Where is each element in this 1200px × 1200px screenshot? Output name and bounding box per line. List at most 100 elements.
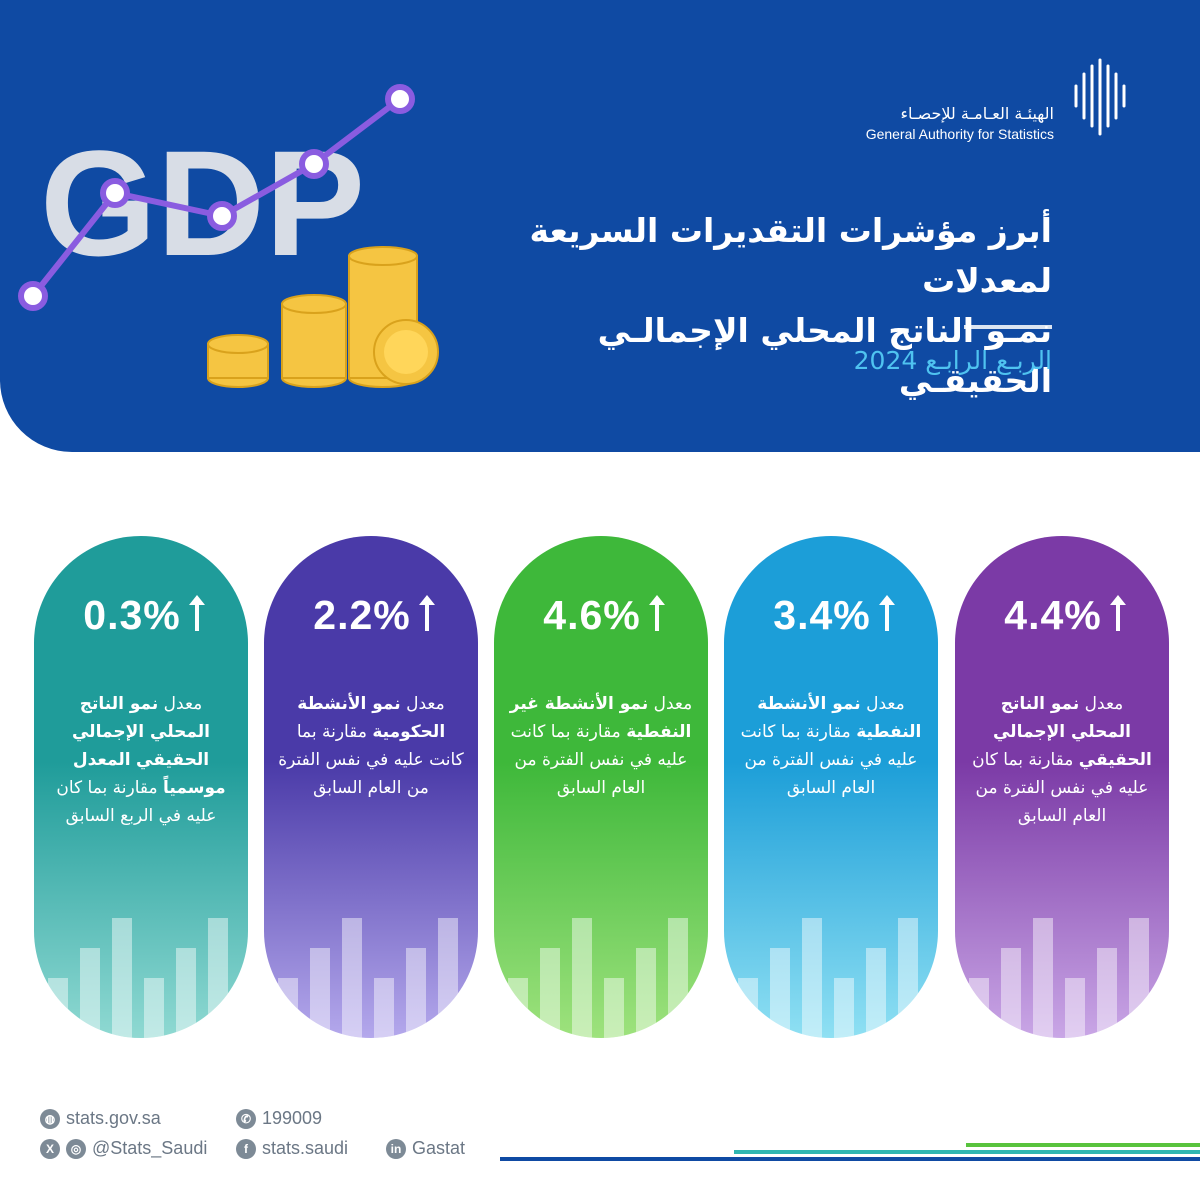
title-line-2: نمـو الناتج المحلي الإجمالـي الحقيقـي — [597, 311, 1052, 400]
illustration-shape — [310, 948, 330, 1038]
indicator-description: معدل نمو الأنشطة غير النفطية مقارنة بما … — [508, 690, 694, 802]
desc-bold-1: نمو الناتج المحلي الإجمالي الحقيقي — [71, 694, 211, 770]
card-illustration — [738, 918, 918, 1038]
arrow-up-icon — [418, 595, 435, 631]
growth-value-text: 4.6% — [543, 592, 641, 638]
illustration-shape — [1033, 918, 1053, 1038]
card-illustration — [278, 918, 458, 1038]
illustration-shape — [1097, 948, 1117, 1038]
card-illustration — [508, 918, 688, 1038]
illustration-shape — [406, 948, 426, 1038]
growth-value: 0.3% — [34, 592, 248, 639]
gdp-growth-illustration: GDP — [18, 84, 439, 388]
illustration-shape — [866, 948, 886, 1038]
desc-bold-1: نمو الناتج المحلي الإجمالي الحقيقي — [992, 694, 1152, 770]
desc-bold-1: نمو الأنشطة النفطية — [757, 694, 922, 742]
social-handle-link[interactable]: X ◎ @Stats_Saudi — [40, 1138, 207, 1159]
phone-text: 199009 — [262, 1108, 323, 1128]
decorative-bar-blue — [500, 1157, 1200, 1161]
decorative-bar-green — [966, 1143, 1200, 1147]
illustration-shape — [969, 978, 989, 1038]
illustration-shape — [80, 948, 100, 1038]
desc-plain-1: معدل — [866, 694, 905, 714]
growth-value: 2.2% — [264, 592, 478, 639]
illustration-shape — [738, 978, 758, 1038]
facebook-text: stats.saudi — [262, 1138, 349, 1158]
indicator-card-4: 2.2% معدل نمو الأنشطة الحكومية مقارنة بم… — [264, 536, 478, 1038]
illustration-shape — [1129, 918, 1149, 1038]
growth-value-text: 0.3% — [83, 592, 181, 638]
indicator-description: معدل نمو الناتج المحلي الإجمالي الحقيقي … — [48, 690, 234, 830]
x-icon: X — [40, 1138, 60, 1159]
gastat-logo-icon — [1074, 58, 1126, 136]
growth-value: 4.4% — [955, 592, 1169, 639]
illustration-shape — [438, 918, 458, 1038]
org-name-english: General Authority for Statistics — [865, 126, 1054, 142]
title-divider — [964, 325, 1052, 329]
growth-value-text: 2.2% — [313, 592, 411, 638]
illustration-shape — [770, 948, 790, 1038]
illustration-shape — [374, 978, 394, 1038]
desc-plain-2: مقارنة بما كان عليه في نفس الفترة من الع… — [972, 750, 1149, 826]
illustration-shape — [1065, 978, 1085, 1038]
period-label: الربـع الرابـع 2024 — [853, 346, 1052, 375]
gdp-art-text: GDP — [40, 119, 365, 287]
illustration-shape — [48, 978, 68, 1038]
desc-bold-2: المعدل موسمياً — [72, 750, 226, 798]
website-link[interactable]: ◍ stats.gov.sa — [40, 1108, 161, 1129]
desc-plain-1: معدل — [1084, 694, 1124, 714]
illustration-shape — [636, 948, 656, 1038]
phone-link[interactable]: ✆ 199009 — [236, 1108, 322, 1129]
facebook-link[interactable]: f stats.saudi — [236, 1138, 348, 1159]
org-name-arabic: الهيئـة العـامـة للإحصـاء — [900, 104, 1055, 123]
indicator-description: معدل نمو الناتج المحلي الإجمالي الحقيقي … — [969, 690, 1155, 830]
growth-value: 4.6% — [494, 592, 708, 639]
illustration-shape — [834, 978, 854, 1038]
arrow-up-icon — [878, 595, 895, 631]
desc-bold-1: نمو الأنشطة غير النفطية — [509, 694, 692, 742]
title-line-1: أبرز مؤشرات التقديرات السريعة لمعدلات — [529, 211, 1053, 300]
card-illustration — [969, 918, 1149, 1038]
illustration-shape — [144, 978, 164, 1038]
illustration-shape — [540, 948, 560, 1038]
illustration-shape — [1001, 948, 1021, 1038]
globe-icon: ◍ — [40, 1108, 60, 1129]
card-illustration — [48, 918, 228, 1038]
linkedin-link[interactable]: in Gastat — [386, 1138, 465, 1159]
desc-plain-2: مقارنة بما كانت عليه في نفس الفترة من ال… — [510, 722, 688, 798]
page-title: أبرز مؤشرات التقديرات السريعة لمعدلات نم… — [452, 206, 1053, 406]
illustration-shape — [278, 978, 298, 1038]
growth-value-text: 4.4% — [1004, 592, 1102, 638]
illustration-shape — [898, 918, 918, 1038]
desc-plain-2: مقارنة بما كانت عليه في نفس الفترة من ال… — [278, 722, 464, 798]
arrow-up-icon — [1109, 595, 1126, 631]
illustration-shape — [604, 978, 624, 1038]
facebook-icon: f — [236, 1138, 256, 1159]
illustration-shape — [572, 918, 592, 1038]
illustration-shape — [508, 978, 528, 1038]
indicator-description: معدل نمو الأنشطة الحكومية مقارنة بما كان… — [278, 690, 464, 802]
linkedin-text: Gastat — [412, 1138, 466, 1158]
indicator-card-3: 4.6% معدل نمو الأنشطة غير النفطية مقارنة… — [494, 536, 708, 1038]
website-text: stats.gov.sa — [66, 1108, 161, 1128]
indicator-card-1: 4.4% معدل نمو الناتج المحلي الإجمالي الح… — [955, 536, 1169, 1038]
growth-value: 3.4% — [724, 592, 938, 639]
illustration-shape — [668, 918, 688, 1038]
illustration-shape — [176, 948, 196, 1038]
linkedin-icon: in — [386, 1138, 406, 1159]
indicator-card-5: 0.3% معدل نمو الناتج المحلي الإجمالي الح… — [34, 536, 248, 1038]
illustration-shape — [802, 918, 822, 1038]
desc-plain-1: معدل — [406, 694, 445, 714]
desc-plain-2: مقارنة بما كانت عليه في نفس الفترة من ال… — [740, 722, 918, 798]
illustration-shape — [208, 918, 228, 1038]
illustration-shape — [342, 918, 362, 1038]
indicator-card-2: 3.4% معدل نمو الأنشطة النفطية مقارنة بما… — [724, 536, 938, 1038]
desc-plain-1: معدل — [653, 694, 693, 714]
desc-bold-1: نمو الأنشطة الحكومية — [297, 694, 446, 742]
header-banner: GDP الهيئـة العـامـة للإحصـاء General Au… — [0, 0, 1200, 452]
decorative-bar-teal — [734, 1150, 1200, 1154]
instagram-icon: ◎ — [66, 1138, 86, 1159]
arrow-up-icon — [188, 595, 205, 631]
growth-value-text: 3.4% — [773, 592, 871, 638]
arrow-up-icon — [648, 595, 665, 631]
